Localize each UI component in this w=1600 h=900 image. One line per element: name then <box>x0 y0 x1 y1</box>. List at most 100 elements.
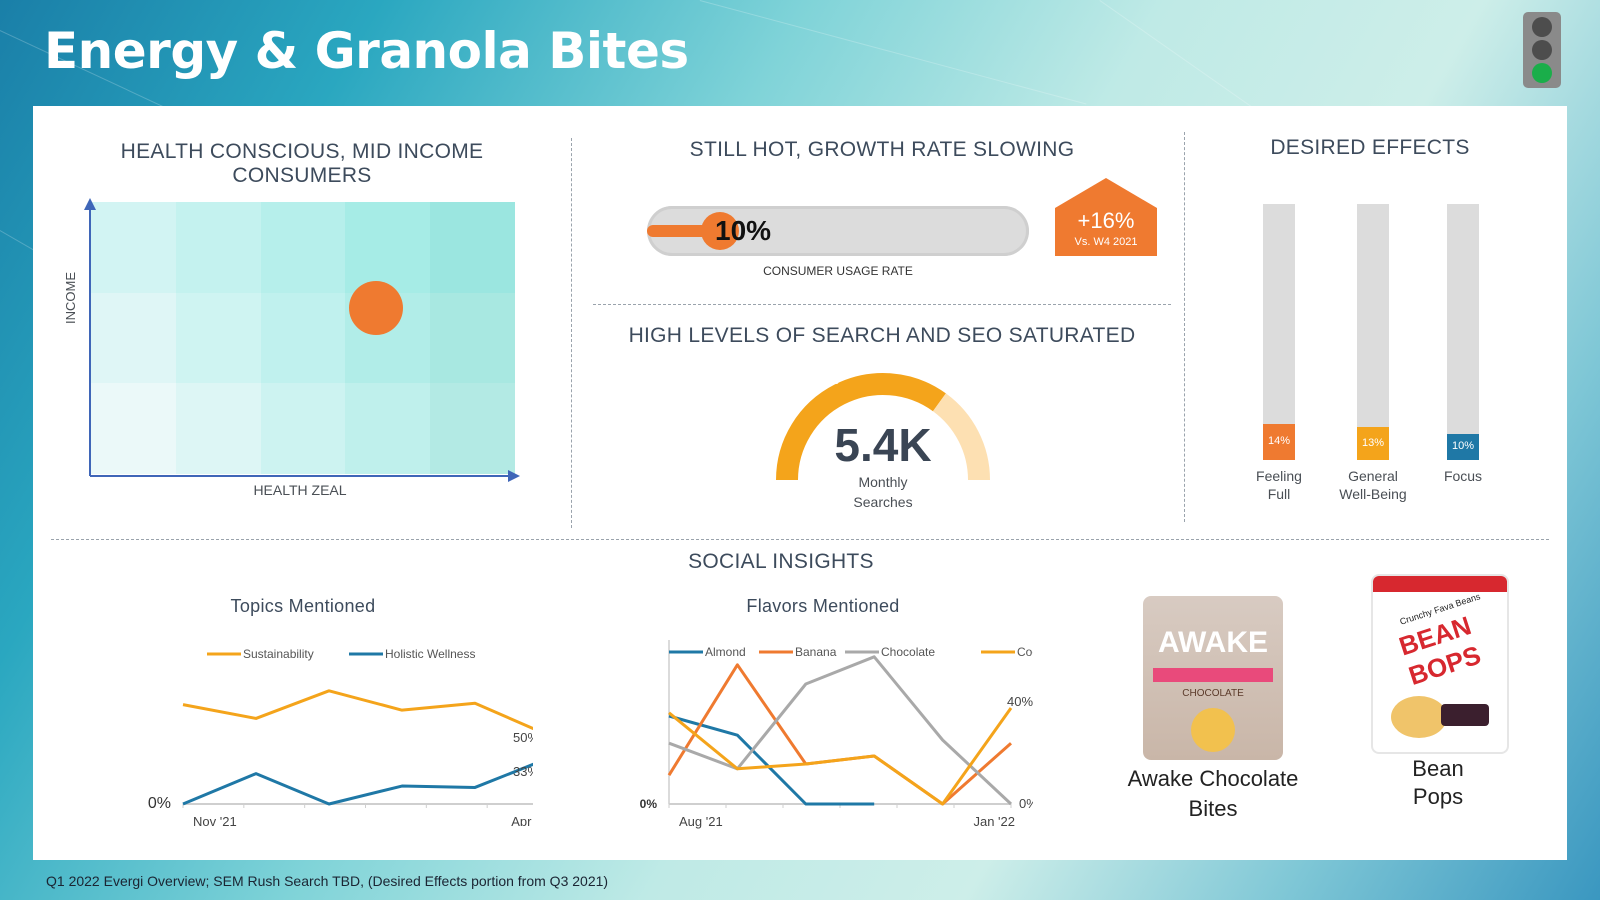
bg-line <box>699 0 1087 105</box>
y-zero-label: 0% <box>640 797 658 811</box>
matrix-cell <box>260 202 346 293</box>
matrix-cell <box>91 383 176 474</box>
x-end-label: Apr '22 <box>511 814 533 826</box>
search-value: 5.4K <box>834 419 932 471</box>
segment-marker <box>348 281 403 335</box>
matrix-cell <box>430 383 515 474</box>
search-sub-2: Searches <box>853 494 913 510</box>
legend-label: Chocolate <box>881 645 935 659</box>
matrix-cell <box>260 383 346 474</box>
matrix-cell <box>91 292 176 384</box>
dashboard-panel: HEALTH CONSCIOUS, MID INCOME CONSUMERS I… <box>33 106 1567 860</box>
legend-label: Banana <box>795 645 837 659</box>
product-name-2a: Bean <box>1412 756 1464 781</box>
effect-bar-track: 14% <box>1263 204 1295 460</box>
y-zero-label: 0% <box>148 795 171 812</box>
usage-label: CONSUMER USAGE RATE <box>763 264 913 278</box>
traffic-light-icon <box>1523 12 1561 88</box>
series-end-label: 0% <box>1019 796 1033 811</box>
legend-label: Coconut <box>1017 645 1033 659</box>
footer-note: Q1 2022 Evergi Overview; SEM Rush Search… <box>46 873 609 889</box>
matrix-axes <box>84 198 520 482</box>
series-end-label: 40% <box>1007 694 1033 709</box>
legend-label: Holistic Wellness <box>385 647 475 661</box>
topics-chart: Sustainability Holistic Wellness 0% Nov '21… <box>148 647 533 826</box>
matrix-cell <box>91 202 176 293</box>
traffic-light-green <box>1532 63 1552 84</box>
matrix-cell <box>345 383 431 474</box>
matrix-cell <box>175 383 261 474</box>
series-line <box>668 655 1013 806</box>
effects-chart: 14% Feeling Full 13% General Well-Being 10% Foc… <box>1193 204 1547 504</box>
matrix-cell <box>430 292 515 384</box>
usage-fill <box>647 225 706 237</box>
awake-package-image: AWAKE CHOCOLATE <box>1143 596 1283 760</box>
matrix-cell <box>430 202 515 293</box>
page-title: Energy & Granola Bites <box>44 22 689 80</box>
gauge-remaining-arc <box>932 393 990 481</box>
pack-top-band <box>1373 576 1507 592</box>
divider <box>51 539 1549 540</box>
effect-bar-track: 13% <box>1357 204 1389 460</box>
divider <box>571 138 572 528</box>
legend-label: Sustainability <box>243 647 314 661</box>
series-line <box>182 689 533 731</box>
social-heading: SOCIAL INSIGHTS <box>688 550 874 573</box>
x-start-label: Aug '21 <box>679 814 723 829</box>
series-end-label: 33% <box>513 764 533 779</box>
divider <box>593 304 1171 305</box>
product-name-1b: Bites <box>1188 796 1238 821</box>
product-name-1a: Awake Chocolate <box>1127 766 1299 791</box>
pack-stripe <box>1153 668 1273 682</box>
search-sub-1: Monthly <box>858 474 908 490</box>
badge-sub: Vs. W4 2021 <box>1074 236 1138 248</box>
flavors-chart: Almond Banana Chocolate Coconut 0% Aug '21 Jan… <box>640 640 1033 829</box>
matrix-cell <box>175 202 261 293</box>
badge-shape <box>1055 178 1157 256</box>
effect-bar-track: 10% <box>1447 204 1479 460</box>
series-end-label: 50% <box>513 730 533 745</box>
legend-label: Almond <box>705 645 746 659</box>
beanpops-package-image: BEAN BOPS Crunchy Fava Beans <box>1373 576 1507 752</box>
badge-value: +16% <box>1077 208 1135 233</box>
consumers-heading: HEALTH CONSCIOUS, MID INCOME CONSUMERS <box>120 140 484 187</box>
gauge-percent: 70% <box>813 372 840 387</box>
bg-line <box>0 230 35 251</box>
effect-bar-fill: 10% <box>1447 434 1479 460</box>
effects-heading: DESIRED EFFECTS <box>1270 136 1470 159</box>
awake-pack-text: AWAKE <box>1157 626 1268 659</box>
effect-bar-label: Full <box>1267 486 1291 502</box>
topics-title: Topics Mentioned <box>230 596 376 616</box>
effect-bar-label: Well-Being <box>1339 486 1407 502</box>
effect-bar-label: General <box>1348 468 1398 484</box>
x-end-label: Jan '22 <box>973 814 1015 829</box>
sauce-icon <box>1441 704 1489 726</box>
traffic-light-yellow <box>1532 39 1552 60</box>
growth-badge: +16% Vs. W4 2021 <box>1055 178 1157 256</box>
traffic-light-red <box>1532 16 1552 37</box>
owl-icon <box>1191 708 1235 752</box>
consumer-matrix <box>91 202 515 474</box>
effect-bar-label: Focus <box>1443 468 1483 484</box>
effect-bar-label: Feeling <box>1256 468 1302 484</box>
growth-heading: STILL HOT, GROWTH RATE SLOWING <box>689 138 1075 161</box>
product-name-2b: Pops <box>1412 784 1464 809</box>
search-heading: HIGH LEVELS OF SEARCH AND SEO SATURATED <box>628 324 1136 347</box>
gauge-filled-arc <box>776 373 946 481</box>
x-start-label: Nov '21 <box>193 814 237 826</box>
series-line <box>667 663 1012 806</box>
matrix-cell <box>175 292 261 384</box>
matrix-cell <box>345 202 431 293</box>
usage-knob <box>701 212 740 250</box>
matrix-cell <box>260 292 346 384</box>
usage-value: 10% <box>715 215 772 246</box>
series-line <box>668 714 875 806</box>
x-axis-label: HEALTH ZEAL <box>253 482 347 498</box>
series-line <box>182 762 533 806</box>
y-axis-label: INCOME <box>63 272 78 324</box>
effect-bar-fill: 13% <box>1357 426 1389 460</box>
divider <box>1184 132 1185 522</box>
bean-icon <box>1391 696 1447 738</box>
search-gauge <box>776 373 990 481</box>
awake-pack-sub: CHOCOLATE <box>1182 688 1244 699</box>
